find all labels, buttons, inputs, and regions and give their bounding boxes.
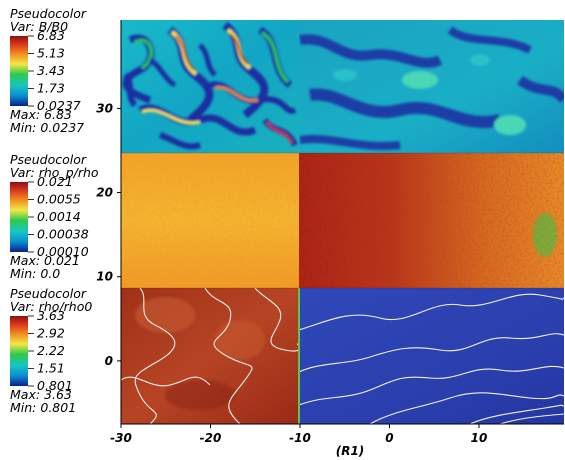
x-ticks: -30 -20 -10 0 10 (110, 424, 487, 445)
x-tick-label: -20 (200, 431, 222, 445)
colorbar-tick-label: 2.22 (37, 343, 65, 358)
panel-rho-p-image (121, 153, 564, 288)
colorbar-tick-label: 1.51 (37, 361, 65, 376)
x-axis-label: (R1) (336, 444, 365, 458)
legend-min: Min: 0.0 (10, 266, 60, 281)
colorbar-tick-label: 0.0014 (37, 209, 81, 224)
x-tick-label: -10 (289, 431, 311, 445)
y-tick-label: 0 (105, 354, 113, 368)
colorbar-tick-label: 3.43 (37, 63, 65, 78)
colorbar-tick-label: 0.0055 (37, 192, 81, 207)
legend-min: Min: 0.0237 (10, 120, 84, 135)
y-ticks: 0 10 20 30 (96, 101, 121, 368)
y-tick-label: 10 (96, 270, 113, 284)
colorbar-tick-label: 1.73 (37, 81, 65, 96)
x-tick-label: 10 (471, 431, 488, 445)
colorbar (10, 316, 28, 386)
x-tick-label: -30 (110, 431, 132, 445)
legend-min: Min: 0.801 (10, 400, 76, 415)
y-tick-label: 20 (96, 186, 113, 200)
x-tick-label: 0 (385, 431, 393, 445)
colorbar (10, 36, 28, 106)
colorbar (10, 182, 28, 252)
y-tick-label: 30 (96, 101, 113, 115)
colorbar-tick-label: 5.13 (37, 46, 65, 61)
panel-b-field-image (121, 20, 564, 153)
colorbar-tick-label: 2.92 (37, 326, 65, 341)
colorbar-tick-label: 3.63 (37, 308, 65, 323)
colorbar-tick-label: 6.83 (37, 28, 65, 43)
colorbar-tick-label: 0.00038 (37, 227, 89, 242)
colorbar-tick-label: 0.021 (37, 174, 73, 189)
plot-area (121, 20, 564, 424)
panel-rho-image (121, 288, 564, 424)
